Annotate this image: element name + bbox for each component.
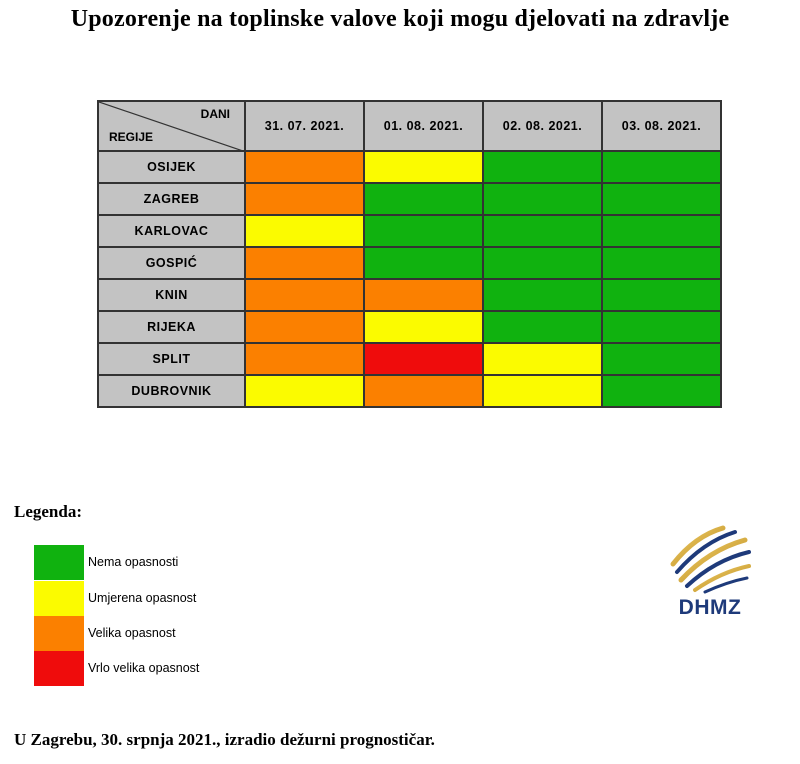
warning-cell [601,246,722,280]
diagonal-divider [99,102,246,152]
legend-swatch-yellow [34,581,84,616]
legend-label: Umjerena opasnost [88,591,197,605]
region-label: RIJEKA [97,310,246,344]
warning-cell [244,246,365,280]
legend-title: Legenda: [14,502,82,521]
corner-regions-label: REGIJE [109,130,154,144]
warning-cell [244,182,365,216]
warning-cell [363,342,484,376]
warning-cell [363,150,484,184]
table-body: OSIJEK ZAGREB KARLOVAC GOSPIĆ KNIN RIJEKA SPLI… [97,150,722,408]
warning-cell [244,342,365,376]
legend-label: Velika opasnost [88,626,176,640]
region-label: SPLIT [97,342,246,376]
warning-cell [363,374,484,408]
legend-label: Nema opasnosti [88,555,179,569]
footer-note: U Zagrebu, 30. srpnja 2021., izradio dež… [14,730,435,749]
region-label: ZAGREB [97,182,246,216]
warning-cell [244,214,365,248]
corner-days-label: DANI [200,107,230,121]
table-header-row: DANI REGIJE 31. 07. 2021. 01. 08. 2021. … [97,100,722,152]
table-row: KNIN [97,278,722,312]
legend-label: Vrlo velika opasnost [88,661,200,675]
warning-cell [363,278,484,312]
warning-cell [482,374,603,408]
logo-text: DHMZ [678,596,742,619]
table-row: ZAGREB [97,182,722,216]
warning-cell [482,278,603,312]
warning-cell [482,246,603,280]
warning-cell [244,374,365,408]
warning-cell [244,278,365,312]
warning-cell [601,150,722,184]
warning-cell [482,342,603,376]
warning-cell [482,214,603,248]
page-title: Upozorenje na toplinske valove koji mogu… [70,6,730,32]
warning-cell [363,182,484,216]
date-header: 31. 07. 2021. [244,100,365,152]
region-label: OSIJEK [97,150,246,184]
region-label: GOSPIĆ [97,246,246,280]
table-row: GOSPIĆ [97,246,722,280]
legend-swatch-orange [34,616,84,651]
warning-cell [601,374,722,408]
warning-cell [601,310,722,344]
region-label: KARLOVAC [97,214,246,248]
table-row: DUBROVNIK [97,374,722,408]
warning-cell [244,310,365,344]
dhmz-logo: DHMZ [665,520,755,630]
date-header: 03. 08. 2021. [601,100,722,152]
table-row: KARLOVAC [97,214,722,248]
warning-cell [482,150,603,184]
warning-cell [601,278,722,312]
table-corner-cell: DANI REGIJE [97,100,246,152]
legend-swatch-green [34,545,84,580]
warning-cell [482,182,603,216]
date-header: 02. 08. 2021. [482,100,603,152]
warning-cell [482,310,603,344]
warning-cell [363,310,484,344]
table-row: SPLIT [97,342,722,376]
warning-cell [601,214,722,248]
warning-cell [363,214,484,248]
warning-cell [601,182,722,216]
region-label: KNIN [97,278,246,312]
dhmz-logo-icon [670,525,751,594]
warning-cell [363,246,484,280]
warning-cell [601,342,722,376]
heatwave-table: DANI REGIJE 31. 07. 2021. 01. 08. 2021. … [97,100,722,408]
warning-cell [244,150,365,184]
table-row: OSIJEK [97,150,722,184]
legend-swatch-red [34,651,84,686]
date-header: 01. 08. 2021. [363,100,484,152]
region-label: DUBROVNIK [97,374,246,408]
table-row: RIJEKA [97,310,722,344]
